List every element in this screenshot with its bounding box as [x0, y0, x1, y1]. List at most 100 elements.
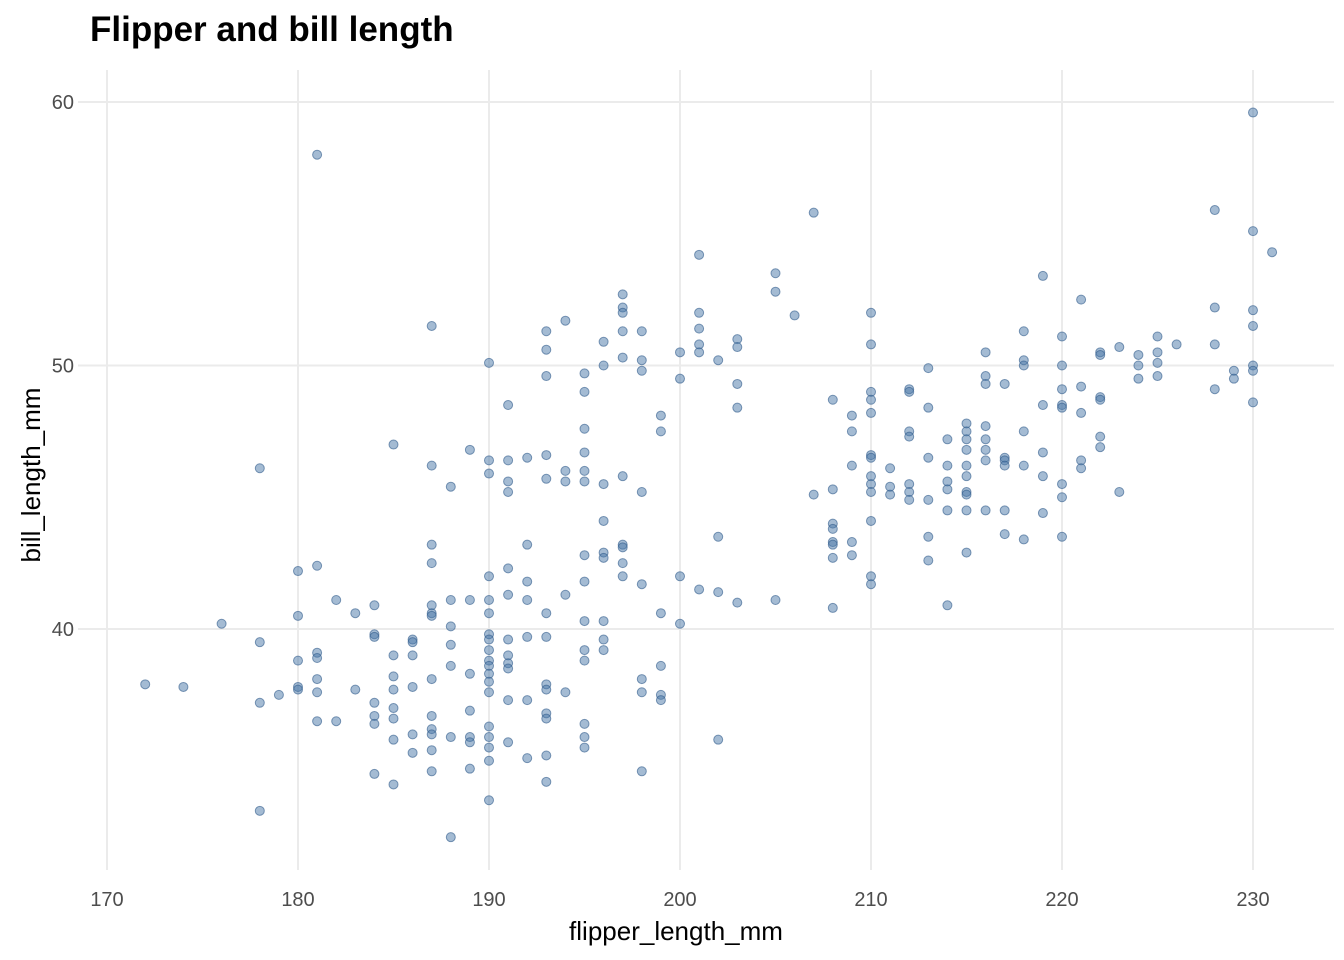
data-point [312, 716, 323, 727]
data-point [866, 407, 876, 418]
data-point [732, 378, 743, 389]
data-point [1037, 508, 1048, 519]
data-point [464, 444, 475, 455]
data-point [617, 558, 628, 569]
data-point [846, 537, 857, 548]
data-point [407, 650, 418, 661]
data-point [541, 750, 552, 761]
data-point [273, 689, 284, 700]
data-point [617, 289, 628, 300]
data-point [1057, 531, 1067, 542]
data-point [636, 365, 647, 376]
data-point [407, 681, 418, 692]
data-point [350, 684, 361, 695]
data-point [617, 307, 628, 318]
data-point [827, 552, 838, 563]
data-point [999, 460, 1010, 471]
data-point [388, 671, 399, 682]
data-point [388, 734, 399, 745]
data-point [312, 149, 323, 160]
data-point [407, 747, 418, 758]
data-point [1076, 407, 1087, 418]
data-point [866, 486, 876, 497]
data-point [579, 732, 590, 743]
data-point [1076, 294, 1087, 305]
data-point [789, 310, 800, 321]
data-point [885, 489, 896, 500]
data-point [1037, 447, 1048, 458]
data-point [675, 373, 685, 384]
data-point [866, 579, 876, 590]
data-point [1037, 400, 1048, 411]
data-point [904, 494, 915, 505]
data-point [560, 465, 571, 476]
data-point [961, 547, 972, 558]
data-point [560, 315, 571, 326]
data-point [388, 684, 399, 695]
data-point [732, 597, 743, 608]
data-point [1209, 384, 1220, 395]
data-point [350, 608, 361, 619]
data-point [541, 713, 552, 724]
data-point [293, 566, 303, 577]
data-point [254, 805, 265, 816]
data-point [827, 602, 838, 613]
data-point [445, 732, 456, 743]
data-point [713, 355, 724, 366]
data-point [541, 371, 552, 382]
data-point [445, 595, 456, 606]
data-point [522, 452, 533, 463]
data-point [1057, 492, 1067, 503]
data-point [980, 421, 991, 432]
data-point [522, 595, 533, 606]
data-point [541, 631, 552, 642]
data-point [388, 779, 399, 790]
data-point [636, 687, 647, 698]
data-point [293, 610, 303, 621]
x-axis-ticks: 170 180 190 200 210 220 230 [90, 889, 1269, 911]
y-tick-label: 40 [52, 619, 74, 641]
data-point [579, 550, 590, 561]
data-point [331, 595, 342, 606]
data-point [1018, 360, 1029, 371]
data-point [675, 618, 685, 629]
data-point [369, 768, 380, 779]
data-point [1057, 402, 1067, 413]
data-point [560, 476, 571, 487]
data-point [522, 695, 533, 706]
data-point [484, 645, 494, 656]
data-point [999, 529, 1010, 540]
data-point [827, 484, 838, 495]
y-tick-label: 50 [52, 356, 74, 378]
data-point [484, 595, 494, 606]
data-point [923, 452, 934, 463]
data-point [369, 718, 380, 729]
data-point [464, 737, 475, 748]
data-point [942, 460, 953, 471]
data-point [1095, 394, 1106, 405]
data-point [1095, 431, 1106, 442]
data-point [388, 703, 399, 714]
data-point [369, 600, 380, 611]
data-point [484, 676, 494, 687]
data-point [923, 531, 934, 542]
data-point [312, 674, 323, 685]
data-point [541, 473, 552, 484]
data-point [1018, 326, 1029, 337]
data-point [961, 444, 972, 455]
data-point [713, 531, 724, 542]
data-point [522, 631, 533, 642]
x-axis-label: flipper_length_mm [569, 916, 783, 946]
x-tick-label: 210 [854, 889, 887, 911]
data-point [655, 426, 666, 437]
data-point [694, 584, 705, 595]
data-point [636, 486, 647, 497]
data-point [694, 323, 705, 334]
data-point [713, 734, 724, 745]
x-tick-label: 180 [281, 889, 314, 911]
data-point [579, 465, 590, 476]
data-point [617, 326, 628, 337]
data-point [1057, 331, 1067, 342]
data-point [1248, 305, 1258, 316]
data-point [484, 755, 494, 766]
